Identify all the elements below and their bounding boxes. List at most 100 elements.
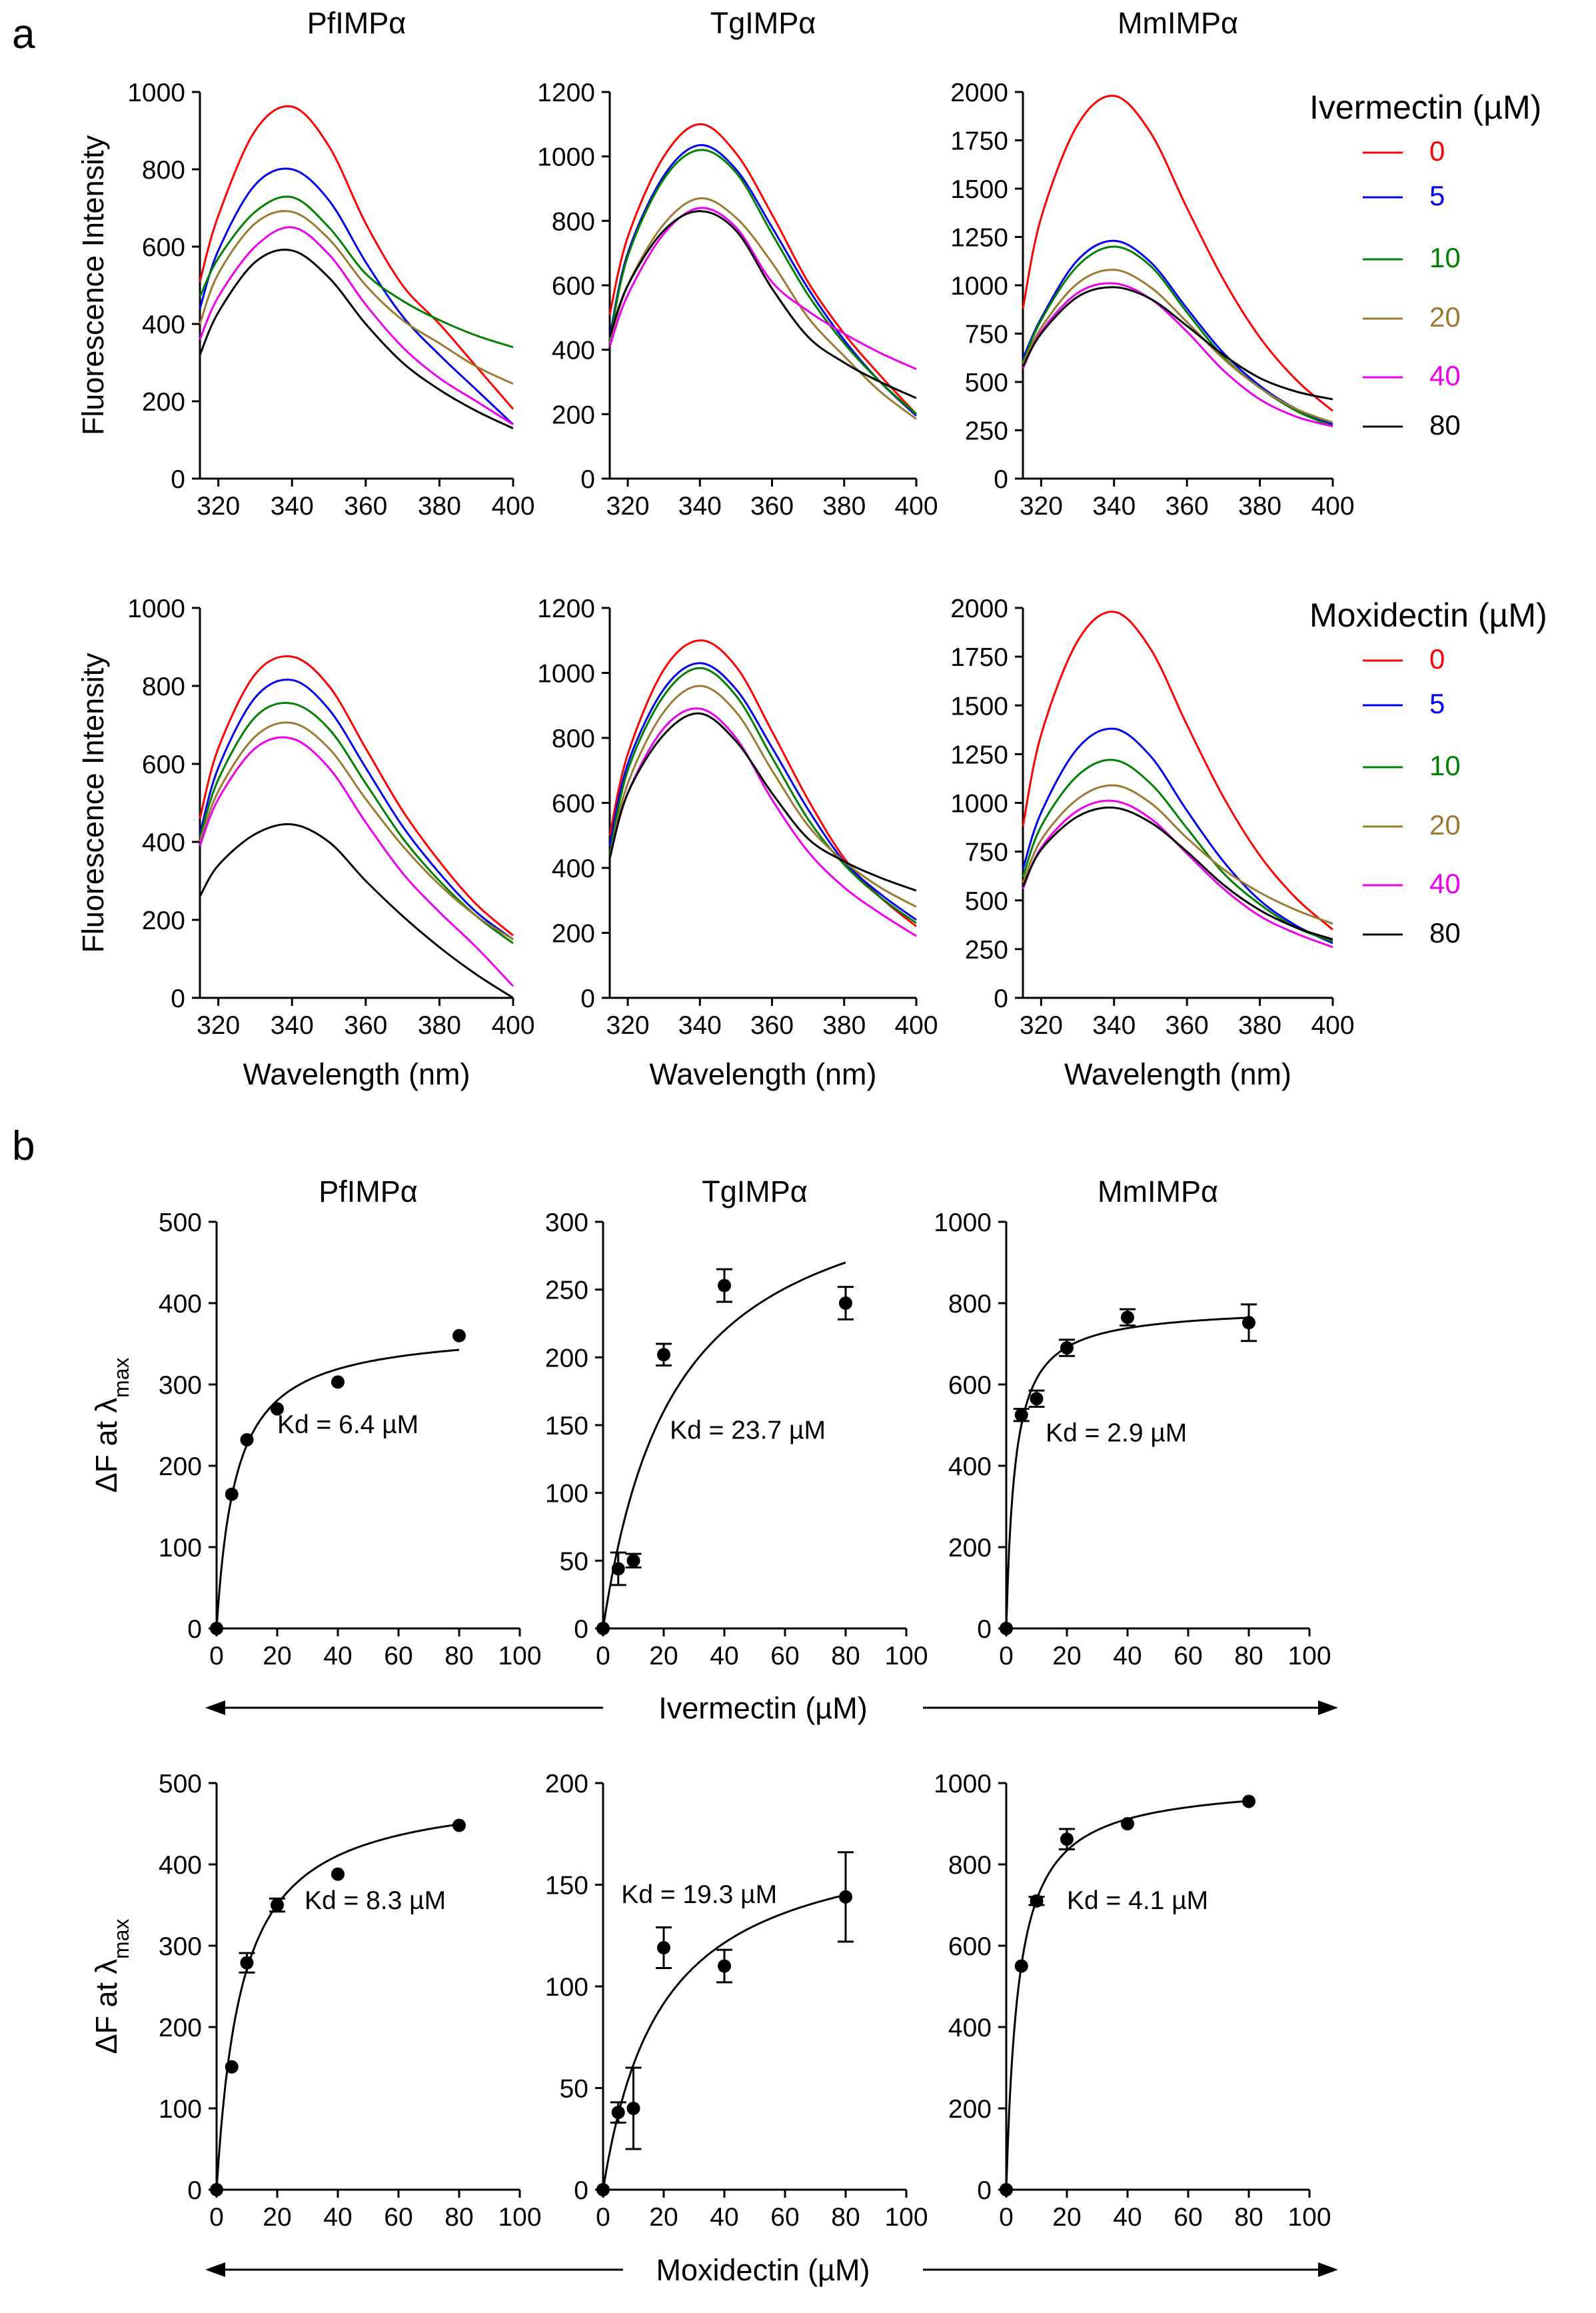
x-tick-label: 0 xyxy=(209,2203,224,2232)
y-tick-label: 0 xyxy=(977,1615,992,1644)
y-axis-label: ΔF at λmax xyxy=(89,1357,133,1492)
data-point xyxy=(1121,1817,1134,1830)
kd-annotation: Kd = 19.3 µM xyxy=(621,1880,777,1909)
y-tick-label: 250 xyxy=(545,1276,588,1305)
y-tick-label: 500 xyxy=(965,887,1008,916)
y-axis-label: Fluorescence Intensity xyxy=(76,653,110,953)
x-tick-label: 20 xyxy=(649,1642,678,1670)
x-tick-label: 320 xyxy=(1020,1011,1063,1040)
chart-a-moxidectin-mm: 320 340 360 380 400 0 250 500 750 1000 1250 1500 175… xyxy=(950,595,1354,1091)
x-tick-label: 380 xyxy=(822,1011,866,1040)
data-point xyxy=(1030,1894,1044,1908)
series-line-10 xyxy=(199,702,514,945)
series-line-0 xyxy=(199,655,514,937)
x-tick-label: 340 xyxy=(678,1011,722,1040)
x-tick-label: 40 xyxy=(710,1642,738,1670)
series-line-5 xyxy=(1022,727,1333,945)
y-tick-label: 200 xyxy=(142,388,185,417)
x-tick-label: 100 xyxy=(1287,2203,1331,2232)
y-tick-label: 1250 xyxy=(950,224,1008,253)
series-line-80 xyxy=(1022,807,1333,941)
series-line-10 xyxy=(1022,245,1333,428)
y-tick-label: 300 xyxy=(545,1208,588,1237)
arrow-label-ivermectin: Ivermectin (µM) xyxy=(658,1691,867,1725)
series-line-20 xyxy=(199,210,514,385)
y-tick-label: 750 xyxy=(965,321,1008,349)
x-tick-label: 400 xyxy=(491,1011,534,1040)
x-tick-label: 360 xyxy=(344,492,387,521)
y-tick-label: 300 xyxy=(159,1932,202,1961)
y-tick-label: 600 xyxy=(948,1371,992,1400)
y-tick-label: 1000 xyxy=(934,1770,992,1798)
chart-b-moxidectin-pf: 0 20 40 60 80 100 0 100 200 300 400 500 ΔF at λmax Kd… xyxy=(89,1770,542,2232)
data-point xyxy=(1030,1392,1044,1406)
x-axis-label: Wavelength (nm) xyxy=(1064,1057,1291,1091)
y-tick-label: 1000 xyxy=(950,790,1008,819)
data-point xyxy=(1242,1794,1255,1808)
y-tick-label: 600 xyxy=(552,790,595,819)
x-tick-label: 400 xyxy=(1311,492,1354,521)
data-point xyxy=(331,1867,345,1881)
legend-moxidectin: Moxidectin (µM) 0 5 10 20 40 80 xyxy=(1309,597,1547,949)
x-tick-label: 320 xyxy=(606,1011,650,1040)
chart-title: TgIMPα xyxy=(710,6,816,40)
x-tick-label: 80 xyxy=(831,1642,860,1670)
data-point xyxy=(210,1622,223,1635)
series-line-20 xyxy=(1022,269,1333,424)
x-axis-label: Wavelength (nm) xyxy=(243,1057,470,1091)
x-tick-label: 320 xyxy=(1020,492,1063,521)
x-tick-label: 40 xyxy=(323,1642,352,1670)
x-tick-label: 40 xyxy=(323,2203,352,2232)
data-point xyxy=(240,1956,254,1970)
y-tick-label: 200 xyxy=(545,1344,588,1372)
legend-title: Ivermectin (µM) xyxy=(1309,89,1541,126)
x-tick-label: 100 xyxy=(884,2203,928,2232)
y-tick-label: 600 xyxy=(142,233,185,262)
series-line-10 xyxy=(608,667,917,925)
x-tick-label: 380 xyxy=(418,1011,461,1040)
series-line-20 xyxy=(1022,784,1333,925)
y-tick-label: 100 xyxy=(159,1534,202,1562)
y-tick-label: 2000 xyxy=(950,79,1008,107)
y-tick-label: 100 xyxy=(545,1973,588,2002)
y-axis-label: ΔF at λmax xyxy=(89,1918,133,2054)
x-tick-label: 320 xyxy=(197,1011,240,1040)
x-tick-label: 340 xyxy=(1092,492,1136,521)
legend-title: Moxidectin (µM) xyxy=(1309,597,1547,634)
y-tick-label: 200 xyxy=(142,907,185,935)
y-tick-label: 50 xyxy=(560,1547,588,1576)
x-tick-label: 320 xyxy=(606,492,650,521)
x-tick-label: 80 xyxy=(1234,1642,1263,1670)
series-line-0 xyxy=(1022,611,1333,931)
chart-a-ivermectin-mm: 320 340 360 380 400 0 250 500 750 1000 1250 1500 175… xyxy=(950,6,1354,521)
series-line-10 xyxy=(1022,759,1333,943)
x-tick-label: 40 xyxy=(710,2203,738,2232)
data-point xyxy=(839,1296,852,1310)
y-tick-label: 400 xyxy=(948,2014,992,2042)
y-tick-label: 200 xyxy=(948,2095,992,2124)
data-point xyxy=(657,1941,670,1955)
y-tick-label: 1000 xyxy=(537,660,595,689)
x-tick-label: 340 xyxy=(1092,1011,1136,1040)
fit-curve xyxy=(215,1823,460,2190)
x-tick-label: 340 xyxy=(678,492,722,521)
y-tick-label: 400 xyxy=(159,1290,202,1318)
x-tick-label: 100 xyxy=(884,1642,928,1670)
y-tick-label: 1000 xyxy=(537,143,595,172)
y-tick-label: 400 xyxy=(948,1452,992,1481)
kd-annotation: Kd = 6.4 µM xyxy=(277,1410,418,1439)
fit-curve xyxy=(1005,1800,1249,2190)
x-tick-label: 0 xyxy=(596,2203,610,2232)
fit-curve xyxy=(602,1261,846,1629)
y-tick-label: 1000 xyxy=(127,79,185,107)
data-point xyxy=(240,1432,254,1446)
x-tick-label: 40 xyxy=(1113,2203,1142,2232)
x-tick-label: 20 xyxy=(263,2203,291,2232)
series-line-40 xyxy=(608,207,917,371)
x-tick-label: 100 xyxy=(498,1642,541,1670)
kd-annotation: Kd = 4.1 µM xyxy=(1067,1886,1208,1915)
y-tick-label: 200 xyxy=(159,1452,202,1481)
series-line-20 xyxy=(608,197,917,420)
